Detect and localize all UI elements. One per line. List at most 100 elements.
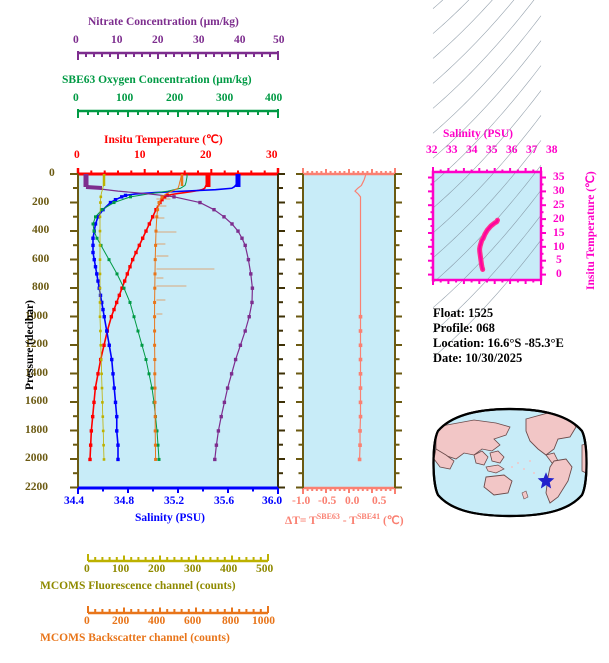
series-marker bbox=[98, 301, 102, 304]
ts-temp-tick-2: 25 bbox=[553, 199, 565, 211]
series-marker bbox=[229, 372, 234, 376]
series-marker bbox=[130, 257, 135, 262]
series-marker bbox=[98, 215, 102, 219]
delta-t-tick-0: -1.0 bbox=[292, 495, 311, 507]
nitrate-tick-1: 10 bbox=[111, 34, 123, 46]
series-marker bbox=[99, 358, 103, 361]
series-line bbox=[99, 173, 106, 460]
series-marker bbox=[147, 372, 151, 376]
salinity-tick-3: 35.6 bbox=[214, 495, 235, 507]
series-marker bbox=[153, 386, 157, 390]
pressure-tick-11: 2200 bbox=[25, 480, 48, 493]
series-marker bbox=[107, 343, 111, 347]
series-marker bbox=[98, 244, 102, 247]
nitrate-axis-group: Nitrate Concentration (μm/kg) 0 10 20 30… bbox=[0, 0, 609, 62]
series-line bbox=[92, 174, 239, 460]
series-marker bbox=[123, 193, 128, 198]
series-marker bbox=[117, 293, 122, 298]
series-marker bbox=[154, 243, 158, 247]
series-line bbox=[89, 174, 210, 460]
temperature-tick-3: 30 bbox=[266, 149, 278, 161]
oxygen-axis-line bbox=[77, 109, 279, 118]
delta-t-marker bbox=[358, 414, 363, 419]
delta-t-marker bbox=[358, 386, 363, 390]
delta-t-title-prefix: ΔT= T bbox=[285, 514, 317, 527]
ts-temp-tick-7: 0 bbox=[556, 268, 562, 280]
delta-t-marker bbox=[357, 457, 362, 462]
float-row: Float: 1525 bbox=[433, 306, 564, 321]
series-marker bbox=[112, 307, 116, 312]
isopycnal-line bbox=[432, 190, 542, 308]
series-marker bbox=[98, 315, 102, 319]
oxygen-tick-4: 400 bbox=[265, 92, 283, 104]
ts-salinity-tick-6: 38 bbox=[546, 144, 558, 156]
profile-value: 068 bbox=[476, 321, 495, 335]
backscatter-axis-line bbox=[87, 606, 269, 615]
series-marker bbox=[128, 300, 132, 304]
delta-t-panel bbox=[303, 174, 395, 488]
isopycnal-line bbox=[432, 0, 470, 34]
pressure-tick-3: 600 bbox=[32, 252, 50, 265]
series-marker bbox=[115, 429, 119, 433]
date-value: 10/30/2025 bbox=[465, 351, 523, 365]
series-marker bbox=[154, 229, 158, 233]
series-marker bbox=[216, 429, 221, 433]
pressure-axis-title: Pressure (decibar) bbox=[24, 300, 36, 390]
date-label: Date: bbox=[433, 351, 463, 365]
series-marker bbox=[92, 400, 96, 405]
backscatter-tick-0: 0 bbox=[84, 615, 90, 627]
series-marker bbox=[153, 358, 157, 362]
date-row: Date: 10/30/2025 bbox=[433, 351, 564, 366]
map-outline bbox=[432, 407, 588, 518]
pressure-tick-1: 200 bbox=[32, 195, 50, 208]
series-marker bbox=[99, 329, 102, 333]
series-marker bbox=[88, 457, 92, 462]
salinity-tick-1: 34.8 bbox=[114, 495, 135, 507]
isopycnal-line bbox=[432, 65, 542, 184]
ts-profile-trace-core bbox=[478, 219, 499, 271]
delta-t-title-mid: - T bbox=[339, 514, 357, 527]
series-marker bbox=[99, 195, 103, 199]
fluorescence-tick-2: 200 bbox=[148, 563, 166, 575]
backscatter-tick-2: 400 bbox=[148, 615, 166, 627]
series-marker bbox=[114, 300, 119, 305]
ts-salinity-title: Salinity (PSU) bbox=[443, 128, 513, 140]
series-marker bbox=[147, 222, 152, 226]
ts-salinity-tick-5: 37 bbox=[526, 144, 538, 156]
series-marker bbox=[90, 414, 95, 419]
isopycnal-line bbox=[432, 15, 542, 134]
isopycnal-line bbox=[432, 40, 542, 159]
salinity-tick-0: 34.4 bbox=[64, 495, 85, 507]
fluorescence-axis-line bbox=[87, 554, 269, 563]
series-marker bbox=[91, 222, 95, 226]
series-marker bbox=[165, 193, 170, 198]
series-marker bbox=[91, 236, 95, 240]
series-marker bbox=[129, 195, 132, 199]
location-row: Location: 16.6°S -85.3°E bbox=[433, 336, 564, 351]
temperature-tick-1: 10 bbox=[134, 149, 146, 161]
series-marker bbox=[140, 236, 145, 240]
fluorescence-axis-title: MCOMS Fluorescence channel (counts) bbox=[40, 580, 236, 592]
series-marker bbox=[100, 372, 103, 376]
series-marker bbox=[213, 457, 217, 462]
series-marker bbox=[233, 357, 238, 362]
series-marker bbox=[113, 400, 118, 405]
series-marker bbox=[153, 258, 157, 262]
nitrate-tick-5: 50 bbox=[273, 34, 285, 46]
isopycnal-line bbox=[432, 0, 493, 59]
salinity-axis-line bbox=[77, 486, 279, 494]
series-marker bbox=[99, 201, 102, 204]
series-marker bbox=[120, 195, 124, 199]
series-marker bbox=[112, 201, 116, 205]
series-marker bbox=[153, 300, 157, 304]
series-marker bbox=[137, 243, 142, 248]
series-marker bbox=[102, 458, 106, 461]
float-label: Float: bbox=[433, 306, 465, 320]
series-marker bbox=[160, 195, 164, 199]
series-marker bbox=[153, 343, 157, 347]
series-marker bbox=[172, 195, 176, 199]
series-marker bbox=[238, 343, 243, 347]
series-marker bbox=[98, 272, 102, 276]
series-marker bbox=[105, 329, 109, 333]
series-marker bbox=[150, 215, 155, 219]
